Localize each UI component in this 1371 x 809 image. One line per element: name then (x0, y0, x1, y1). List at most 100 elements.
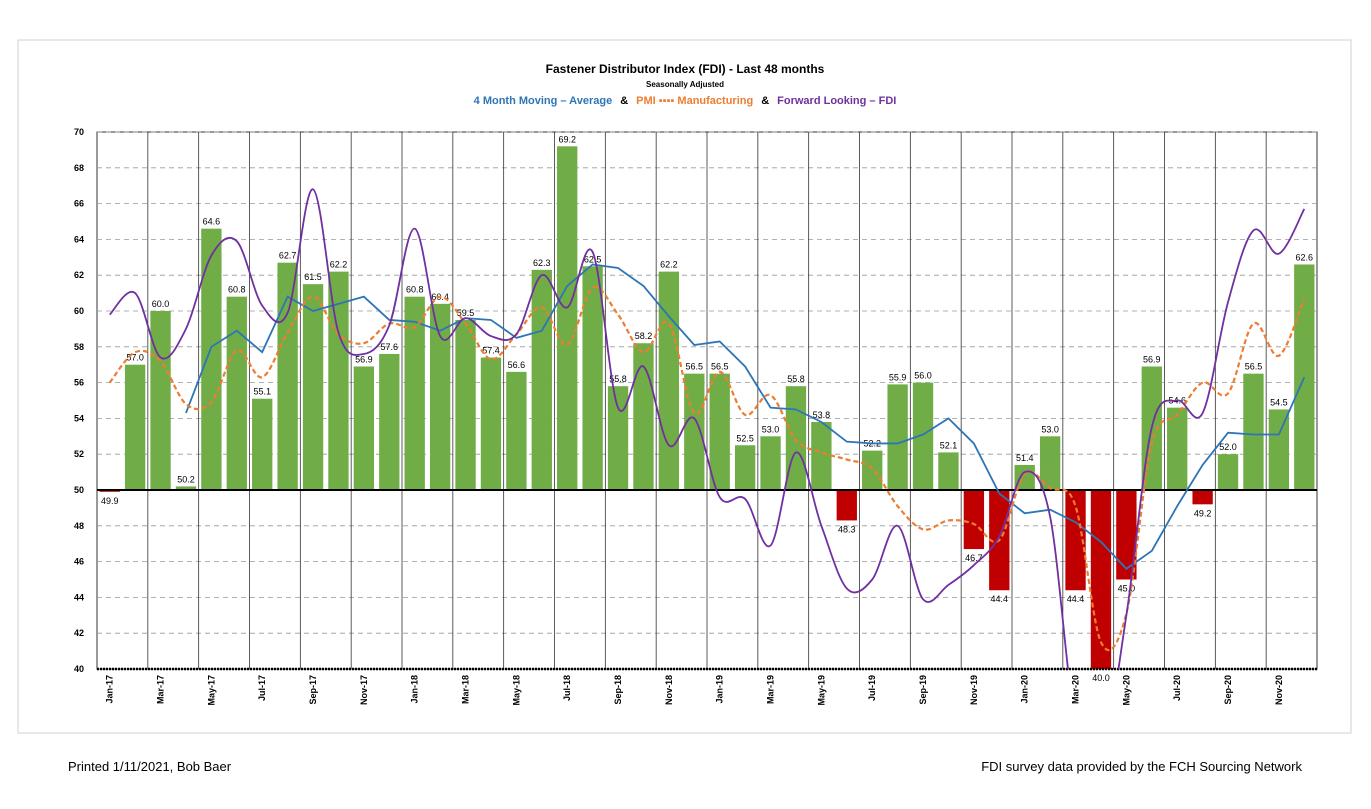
x-tick-label: Nov-17 (359, 675, 369, 705)
x-tick-label: Mar-18 (461, 675, 471, 704)
value-label: 53.0 (1041, 424, 1059, 434)
y-tick-label: 68 (74, 163, 84, 173)
value-label: 56.5 (1245, 362, 1263, 372)
bar (1192, 490, 1213, 505)
lines (108, 188, 1306, 669)
value-label: 57.6 (381, 342, 399, 352)
bar (1167, 407, 1188, 490)
value-label: 54.5 (1270, 397, 1288, 407)
x-tick-label: Jan-17 (105, 675, 115, 704)
value-label: 44.4 (1067, 594, 1085, 604)
legend-entry: 4 Month Moving – Average (474, 95, 613, 107)
x-tick-label: Jul-20 (1172, 675, 1182, 701)
value-label: 50.2 (177, 474, 195, 484)
y-tick-label: 60 (74, 306, 84, 316)
y-tick-label: 70 (74, 127, 84, 137)
bar (1243, 373, 1264, 490)
bar (557, 146, 578, 490)
series-line (185, 263, 1306, 570)
value-label: 56.6 (508, 360, 526, 370)
x-tick-label: Mar-17 (156, 675, 166, 704)
x-tick-label: May-18 (511, 675, 521, 706)
value-label: 59.5 (457, 308, 475, 318)
footer-right: FDI survey data provided by the FCH Sour… (981, 759, 1302, 774)
x-tick-label: Nov-19 (969, 675, 979, 705)
x-tick-label: Jan-20 (1020, 675, 1030, 704)
value-label: 49.9 (101, 496, 119, 506)
bar (1217, 454, 1239, 490)
chart-subtitle: Seasonally Adjusted (646, 80, 724, 89)
value-label: 60.8 (406, 285, 424, 295)
value-label: 51.4 (1016, 453, 1034, 463)
x-tick-label: May-20 (1121, 675, 1131, 706)
bar (124, 364, 146, 490)
value-label: 56.0 (914, 371, 932, 381)
bar (506, 371, 527, 490)
value-label: 56.9 (1143, 354, 1161, 364)
legend: 4 Month Moving – Average & PMI ▪▪▪▪ Manufa… (474, 95, 897, 107)
value-label: 55.9 (889, 372, 907, 382)
legend-entry: Forward Looking – FDI (777, 95, 896, 107)
bar (252, 398, 273, 490)
bar (175, 486, 197, 490)
value-label: 52.0 (1219, 442, 1237, 452)
value-label: 55.8 (609, 374, 627, 384)
legend-separator: & (620, 95, 628, 107)
value-label: 52.1 (940, 440, 958, 450)
bar (1294, 264, 1315, 490)
value-label: 52.5 (736, 433, 754, 443)
y-tick-label: 48 (74, 521, 84, 531)
value-label: 45.0 (1118, 584, 1136, 594)
bar (658, 271, 680, 490)
bar (1268, 409, 1290, 490)
footer-left: Printed 1/11/2021, Bob Baer (68, 759, 232, 774)
value-label: 60.0 (152, 299, 170, 309)
x-tick-label: May-19 (816, 675, 826, 706)
value-label: 55.1 (253, 387, 271, 397)
x-tick-label: Jul-18 (562, 675, 572, 701)
x-tick-label: Nov-18 (664, 675, 674, 705)
bar (938, 452, 959, 490)
value-label: 48.3 (838, 524, 856, 534)
value-label: 55.8 (787, 374, 805, 384)
x-tick-label: Mar-20 (1071, 675, 1081, 704)
legend-separator: & (761, 95, 769, 107)
value-label: 40.0 (1092, 673, 1110, 683)
value-label: 62.3 (533, 258, 551, 268)
y-tick-label: 46 (74, 557, 84, 567)
x-tick-label: Jan-19 (715, 675, 725, 704)
bar (633, 343, 654, 490)
y-tick-label: 42 (74, 628, 84, 638)
x-tick-label: Jul-19 (867, 675, 877, 701)
x-tick-label: Jul-17 (257, 675, 267, 701)
y-tick-label: 64 (74, 234, 84, 244)
series-line (109, 188, 1306, 669)
x-tick-label: May-17 (206, 675, 216, 706)
bar (480, 357, 502, 490)
y-tick-label: 56 (74, 378, 84, 388)
y-tick-label: 54 (74, 413, 84, 423)
value-label: 53.0 (762, 424, 780, 434)
bar (455, 319, 476, 490)
bar (734, 445, 756, 490)
y-tick-label: 66 (74, 199, 84, 209)
value-label: 60.8 (228, 285, 246, 295)
bar (404, 296, 425, 490)
bar (226, 296, 247, 490)
value-label: 56.5 (686, 362, 704, 372)
value-label: 61.5 (304, 272, 322, 282)
bar (1116, 490, 1137, 580)
value-label: 57.4 (482, 346, 500, 356)
value-label: 62.2 (330, 260, 348, 270)
bar (709, 373, 730, 490)
x-tick-label: Sep-20 (1223, 675, 1233, 705)
bar (429, 303, 451, 490)
bar (353, 366, 375, 490)
bar (1090, 490, 1112, 669)
y-tick-label: 40 (74, 664, 84, 674)
value-label: 62.7 (279, 251, 297, 261)
bar (836, 490, 857, 521)
value-label: 64.6 (203, 217, 221, 227)
value-label: 58.2 (635, 331, 653, 341)
